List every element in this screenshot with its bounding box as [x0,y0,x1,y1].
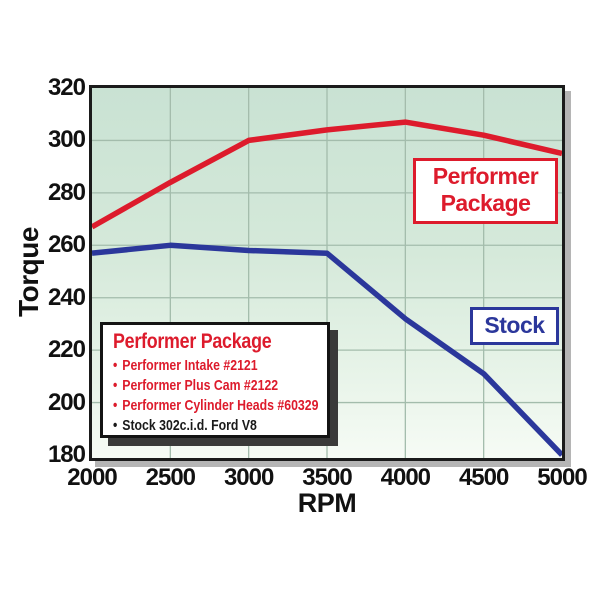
legend-bullet-icon: • [113,357,118,374]
x-tick-label-2000: 2000 [67,464,117,491]
legend-bullet-icon: • [113,377,118,394]
y-tick-label-240: 240 [47,283,86,311]
x-tick-label-5000: 5000 [537,464,587,491]
y-tick-label-300: 300 [47,126,86,154]
legend-title: Performer Package [113,330,272,353]
legend-item-text: Performer Intake #2121 [122,357,258,374]
stock-line [92,242,562,457]
y-tick-label-320: 320 [47,74,86,101]
y-tick-label-260: 260 [47,231,86,259]
y-tick-label-200: 200 [47,388,86,416]
legend-bullet-icon: • [113,397,118,414]
legend-item: • Performer Plus Cam #2122 [113,376,284,396]
y-tick-label-220: 220 [47,336,86,364]
legend-item: • Stock 302c.i.d. Ford V8 [113,416,284,435]
performer-package-callout: Performer Package [413,158,558,224]
legend-bullet-icon: • [113,417,118,434]
x-tick-label-3500: 3500 [302,464,352,491]
legend-item: • Performer Intake #2121 [113,356,284,376]
y-tick-label-280: 280 [47,178,86,206]
y-tick-label-180: 180 [47,441,86,468]
legend-box: Performer Package • Performer Intake #212… [100,322,330,438]
performer-callout-line2: Package [440,190,531,216]
performer-package-line [92,119,562,230]
stock-callout: Stock [470,307,559,345]
legend-item-text: Performer Plus Cam #2122 [122,377,279,394]
x-axis-title: RPM [297,488,357,518]
x-tick-label-4500: 4500 [458,464,509,491]
performer-callout-line1: Performer [432,163,539,189]
legend-item: • Performer Cylinder Heads #60329 [113,396,318,416]
x-tick-label-2500: 2500 [145,464,196,491]
plot-area: Performer Package Stock Performer Packag… [89,85,565,461]
legend-item-text: Performer Cylinder Heads #60329 [122,397,319,414]
legend-item-text: Stock 302c.i.d. Ford V8 [122,417,257,434]
legend-items: • Performer Intake #2121 • Performer Plus C… [113,356,321,435]
x-tick-label-3000: 3000 [223,464,274,491]
x-tick-label-4000: 4000 [380,464,431,491]
